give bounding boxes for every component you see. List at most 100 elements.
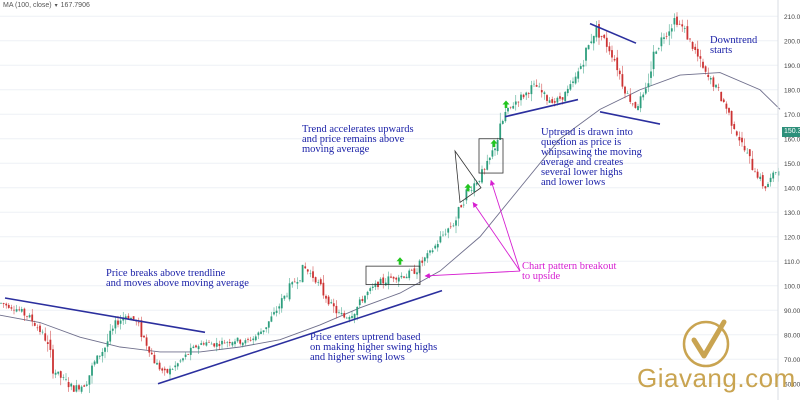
candle-body (681, 24, 684, 27)
candle-body (647, 83, 650, 88)
candle-body (751, 158, 754, 171)
candle-body (452, 225, 455, 227)
candle-body (161, 368, 164, 371)
y-tick-label: 110.00 (784, 259, 800, 266)
candle-body (169, 368, 171, 375)
candle-body (436, 244, 439, 248)
candle-body (252, 338, 255, 341)
candle-body (301, 264, 304, 283)
candle-body (327, 296, 330, 305)
candle-body (426, 253, 429, 259)
candle-body (618, 70, 621, 75)
breakout-up-arrow (464, 183, 472, 192)
candle-body (83, 385, 86, 387)
candle-body (605, 37, 608, 47)
candle-body (546, 95, 548, 101)
candle-body (592, 35, 595, 44)
candle-body (215, 342, 218, 347)
candle-body (481, 169, 483, 183)
candle-body (140, 320, 143, 338)
candle-body (231, 342, 234, 346)
candle-body (356, 306, 359, 316)
candle-body (577, 71, 580, 79)
candle-body (80, 386, 83, 392)
moving-average-layer (0, 72, 781, 353)
breakout-up-arrow (490, 139, 498, 148)
candle-body (163, 368, 166, 371)
candle-body (694, 46, 697, 51)
candle-body (179, 360, 182, 362)
candle-body (444, 233, 447, 235)
candle-body (421, 260, 424, 263)
candle-body (525, 92, 528, 96)
indicator-label[interactable]: MA (100, close) ▾ 167.7906 (3, 2, 90, 9)
candle-body (369, 288, 372, 292)
candle-body (5, 303, 8, 306)
candle-body (585, 47, 587, 61)
candle-body (717, 87, 720, 88)
mid-support (504, 98, 579, 118)
pink-arrow-2 (472, 202, 521, 272)
candle-body (676, 16, 678, 25)
candle-body (109, 330, 112, 342)
candle-body (494, 148, 496, 151)
candle-body (756, 171, 759, 178)
candle-body (312, 271, 314, 278)
price-axis: 210.00200.00190.00180.00170.00160.00150.… (777, 0, 800, 400)
candle-body (639, 96, 642, 109)
candle-body (150, 352, 153, 355)
candle-body (431, 250, 434, 253)
candle-body (720, 91, 723, 102)
candle-body (317, 282, 320, 283)
candle-body (153, 354, 156, 364)
candle-body (704, 66, 707, 72)
candle-body (182, 358, 184, 361)
annotation-trendline-break: Price breaks above trendline and moves a… (106, 268, 249, 289)
candle-body (616, 57, 619, 71)
candle-body (764, 186, 767, 189)
candle-body (774, 172, 777, 173)
rising-support (157, 289, 443, 385)
candle-body (652, 51, 655, 70)
candle-body (18, 309, 21, 311)
y-tick-label: 60.00 (784, 381, 800, 388)
candle-body (486, 160, 489, 170)
candle-body (23, 308, 26, 316)
candle-body (187, 354, 190, 355)
candle-body (174, 365, 177, 368)
candle-body (205, 342, 208, 346)
candle-body (2, 303, 5, 305)
candle-body (462, 204, 465, 206)
candle-body (748, 149, 751, 157)
candle-body (270, 316, 273, 322)
chevron-down-icon[interactable]: ▾ (54, 3, 58, 9)
candle-body (275, 310, 278, 313)
pattern-shapes-layer (365, 138, 504, 285)
candle-body (296, 281, 299, 284)
candle-body (124, 316, 127, 320)
candle-body (46, 342, 49, 344)
candle-body (91, 365, 93, 376)
candle-body (62, 377, 65, 378)
candle-body (442, 234, 444, 236)
candle-body (400, 275, 403, 278)
candle-body (44, 333, 47, 341)
candle-body (478, 180, 481, 182)
breakout-up-arrow (396, 257, 404, 265)
candle-body (403, 276, 405, 278)
candle-body (127, 315, 130, 319)
candle-body (241, 342, 244, 346)
grid-lines (0, 15, 778, 385)
top-lower-line (599, 111, 661, 125)
y-tick-label: 200.00 (784, 38, 800, 45)
candle-body (299, 280, 301, 282)
candle-body (325, 295, 327, 299)
candle-body (559, 96, 561, 99)
candle-body (429, 250, 431, 253)
candle-body (626, 93, 629, 94)
candle-body (535, 85, 538, 87)
candle-body (561, 97, 564, 100)
candle-body (655, 51, 658, 54)
candle-body (608, 46, 611, 52)
